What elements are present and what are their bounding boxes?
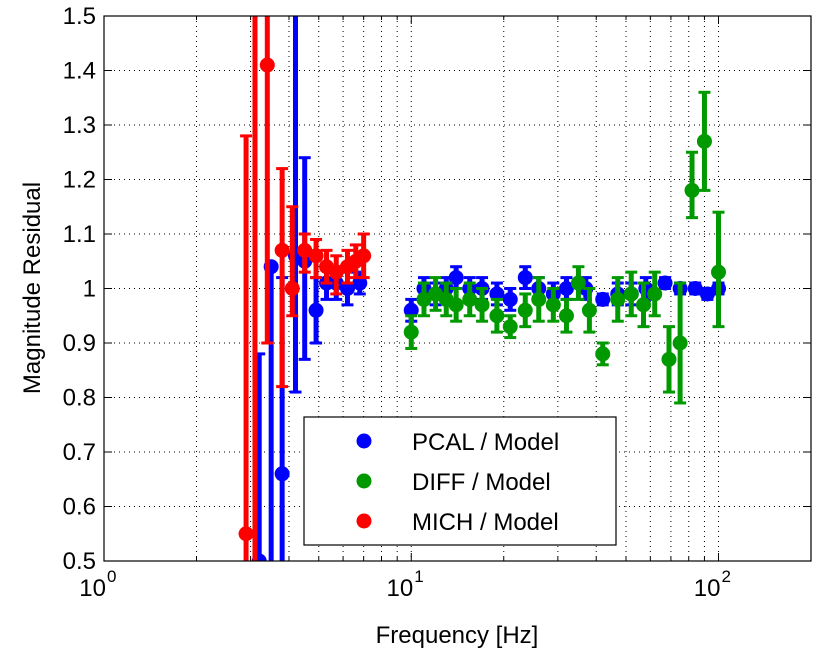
data-point xyxy=(595,346,611,362)
y-tick-label: 1.2 xyxy=(63,167,96,194)
data-point xyxy=(623,286,639,302)
series-mich xyxy=(238,16,372,561)
legend-marker xyxy=(356,513,372,529)
data-point xyxy=(517,302,533,318)
data-point xyxy=(558,308,574,324)
data-point xyxy=(403,302,419,318)
data-point xyxy=(339,281,355,296)
data-point xyxy=(581,302,597,318)
data-point xyxy=(259,57,275,73)
y-tick-label: 1.3 xyxy=(63,112,96,139)
x-tick-label: 10 1 xyxy=(387,567,424,602)
y-axis-label: Magnitude Residual xyxy=(19,182,46,394)
y-tick-label: 0.5 xyxy=(63,548,96,575)
data-point xyxy=(696,133,712,149)
data-point xyxy=(297,242,313,258)
data-point xyxy=(328,264,344,280)
series-diff xyxy=(403,90,727,405)
data-point xyxy=(416,291,432,307)
data-point xyxy=(238,526,254,542)
data-point xyxy=(657,275,673,291)
legend-label: DIFF / Model xyxy=(412,469,551,496)
data-point xyxy=(403,324,419,340)
data-point xyxy=(284,281,300,296)
data-point xyxy=(352,275,368,291)
data-point xyxy=(699,286,715,302)
data-point xyxy=(502,319,518,335)
data-point xyxy=(517,270,533,286)
data-point xyxy=(661,351,677,367)
x-tick-label: 10 0 xyxy=(79,567,116,602)
y-tick-label: 0.7 xyxy=(63,439,96,466)
x-tick-label: 10 2 xyxy=(694,567,731,602)
data-point xyxy=(308,302,324,318)
y-tick-label: 1 xyxy=(83,276,96,303)
data-point xyxy=(274,242,290,258)
x-axis-label: Frequency [Hz] xyxy=(376,622,539,649)
data-point xyxy=(684,182,700,198)
ticks: 0.50.60.70.80.911.11.21.31.41.510 0 10 1 10 2 xyxy=(63,3,812,602)
data-point xyxy=(545,297,561,313)
data-point xyxy=(308,248,324,264)
data-point xyxy=(711,264,727,280)
data-point xyxy=(502,291,518,307)
series-layer xyxy=(238,16,727,561)
x-tick-exponent: 0 xyxy=(107,567,116,586)
y-tick-label: 0.8 xyxy=(63,385,96,412)
data-point xyxy=(672,335,688,351)
legend-box xyxy=(303,416,617,546)
x-tick-base: 10 xyxy=(79,575,106,602)
legend: PCAL / Model DIFF / Model MICH / Model xyxy=(303,416,617,546)
x-tick-base: 10 xyxy=(387,575,414,602)
data-point xyxy=(489,308,505,324)
legend-marker xyxy=(356,473,372,489)
x-tick-base: 10 xyxy=(694,575,721,602)
data-point xyxy=(448,270,464,286)
x-tick-exponent: 2 xyxy=(722,567,731,586)
legend-label: PCAL / Model xyxy=(412,429,559,456)
data-point xyxy=(610,291,626,307)
data-point xyxy=(558,281,574,296)
data-point xyxy=(274,466,290,482)
data-point xyxy=(489,286,505,302)
y-tick-label: 0.6 xyxy=(63,494,96,521)
x-tick-exponent: 1 xyxy=(414,567,423,586)
y-tick-label: 1.1 xyxy=(63,221,96,248)
y-tick-label: 1.5 xyxy=(63,3,96,30)
data-point xyxy=(531,291,547,307)
legend-marker xyxy=(356,433,372,449)
y-tick-label: 0.9 xyxy=(63,330,96,357)
data-point xyxy=(647,286,663,302)
legend-label: MICH / Model xyxy=(412,509,559,536)
data-point xyxy=(474,297,490,313)
data-point xyxy=(595,291,611,307)
data-point xyxy=(448,297,464,313)
data-point xyxy=(356,248,372,264)
data-point xyxy=(462,291,478,307)
data-point xyxy=(635,297,651,313)
data-point xyxy=(570,275,586,291)
data-point xyxy=(687,281,703,296)
y-tick-label: 1.4 xyxy=(63,58,96,85)
